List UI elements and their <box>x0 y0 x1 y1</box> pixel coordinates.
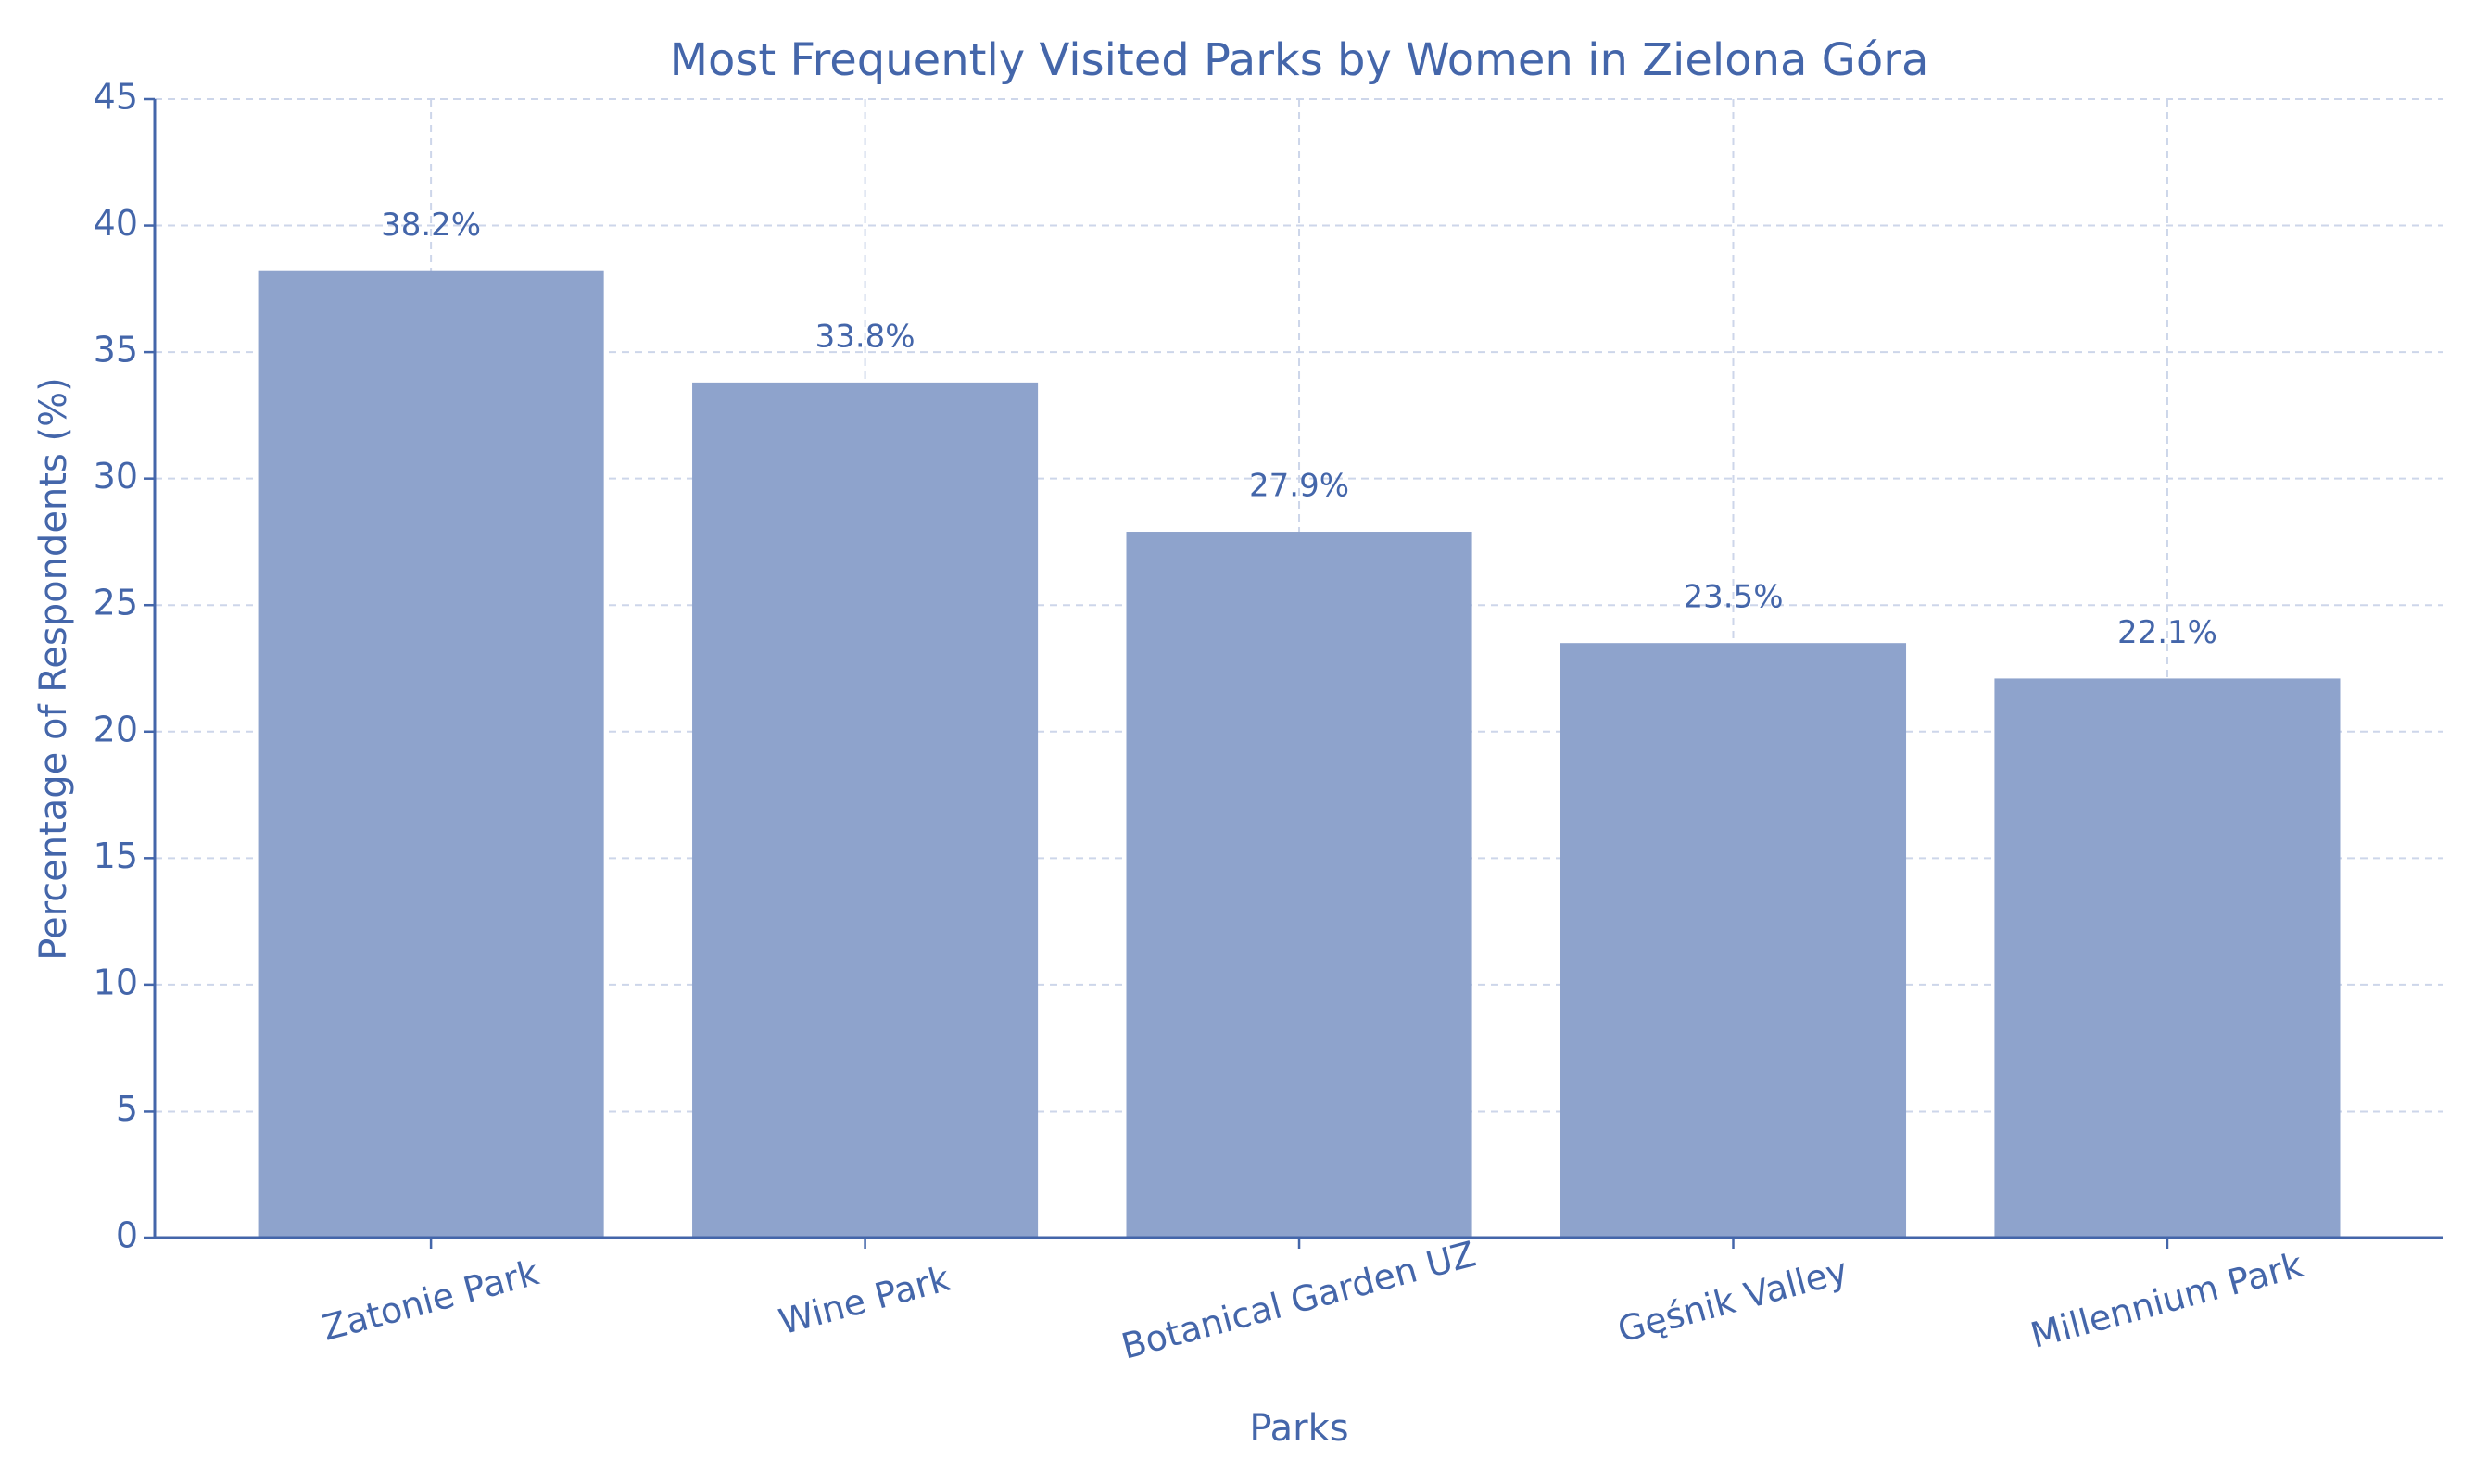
value-label: 22.1% <box>2117 614 2217 651</box>
y-tick-label: 40 <box>94 203 138 244</box>
bar-layer <box>258 270 2341 1239</box>
value-label: 27.9% <box>1249 468 1349 505</box>
x-tick-label: Botanical Garden UZ <box>1118 1233 1480 1366</box>
x-tick-label: Zatonie Park <box>318 1251 543 1349</box>
x-tick-label: Millennium Park <box>2027 1244 2307 1356</box>
y-tick-label: 35 <box>94 330 138 371</box>
y-tick-label: 5 <box>116 1088 138 1129</box>
x-axis-label: Parks <box>1249 1407 1348 1450</box>
bar <box>258 270 604 1238</box>
y-tick-label: 45 <box>94 77 138 118</box>
y-tick-label: 25 <box>94 583 138 623</box>
x-tick-label: Wine Park <box>775 1258 954 1342</box>
y-tick-label: 15 <box>94 836 138 876</box>
value-label: 33.8% <box>815 318 915 355</box>
chart-title: Most Frequently Visited Parks by Women i… <box>670 34 1929 86</box>
y-tick-label: 20 <box>94 709 138 749</box>
value-label: 23.5% <box>1683 579 1783 616</box>
y-axis-label: Percentage of Respondents (%) <box>32 377 75 960</box>
y-tick-label: 0 <box>116 1215 138 1256</box>
y-tick-label: 10 <box>94 962 138 1002</box>
bar <box>1994 678 2341 1238</box>
bar <box>1560 643 1907 1238</box>
x-tick-label: Gęśnik Valley <box>1613 1250 1851 1350</box>
bar <box>692 382 1039 1239</box>
y-tick-label: 30 <box>94 456 138 497</box>
bar <box>1126 532 1472 1238</box>
value-label: 38.2% <box>381 207 481 244</box>
